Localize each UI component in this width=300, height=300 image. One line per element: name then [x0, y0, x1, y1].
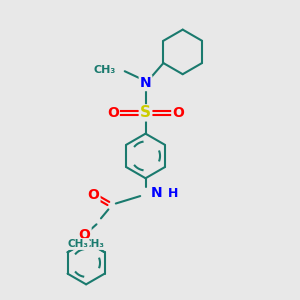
Text: S: S	[140, 105, 151, 120]
Text: N: N	[151, 186, 163, 200]
Text: O: O	[88, 188, 100, 202]
Text: O: O	[172, 106, 184, 120]
Text: CH₃: CH₃	[68, 239, 88, 249]
Text: O: O	[107, 106, 119, 120]
Text: CH₃: CH₃	[84, 239, 105, 249]
Text: N: N	[140, 76, 152, 90]
Text: CH₃: CH₃	[94, 65, 116, 75]
Text: O: O	[79, 228, 91, 242]
Text: H: H	[168, 187, 178, 200]
